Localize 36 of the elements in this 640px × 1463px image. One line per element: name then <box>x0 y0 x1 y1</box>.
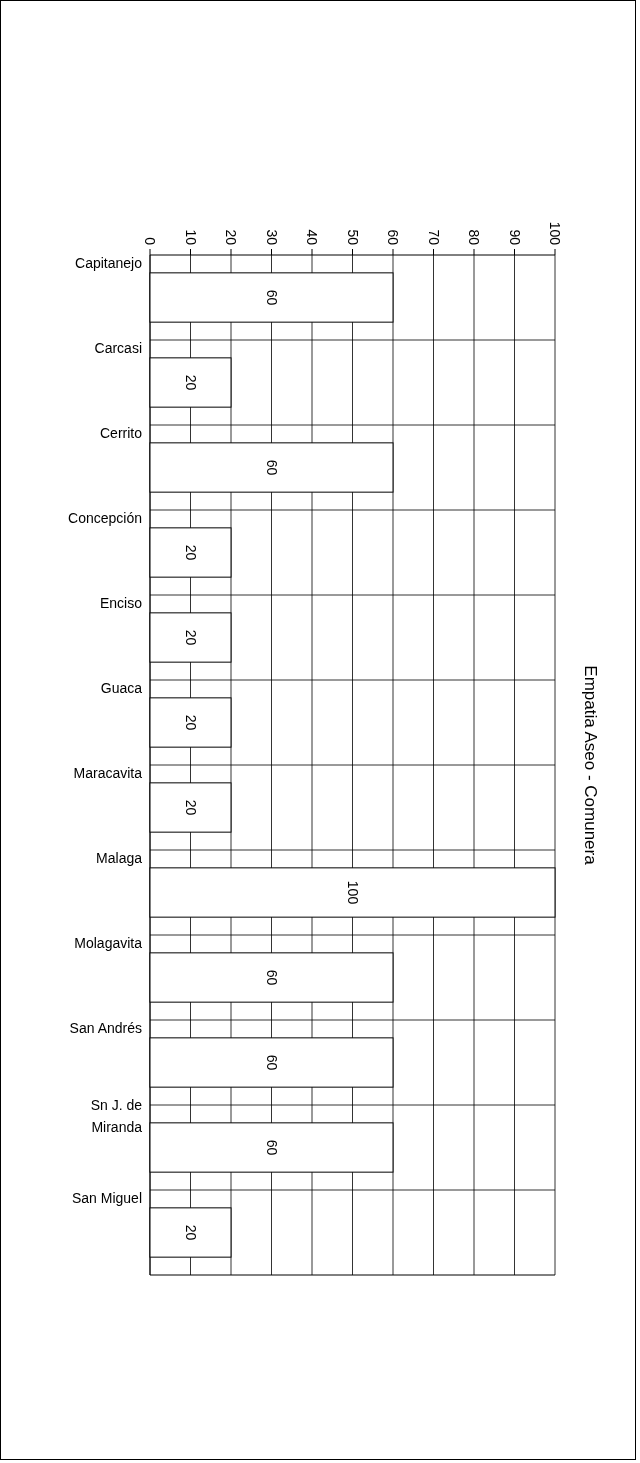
data-label: 20 <box>182 629 199 646</box>
x-tick-label: 20 <box>223 229 239 246</box>
y-tick-label: Malaga <box>96 849 143 866</box>
x-tick-label: 80 <box>466 229 482 246</box>
x-tick-label: 0 <box>142 237 158 246</box>
data-label: 20 <box>182 374 199 391</box>
x-tick-label: 30 <box>263 229 280 246</box>
y-tick-label: Enciso <box>99 594 143 611</box>
y-tick-label: San Andrés <box>69 1019 142 1036</box>
data-label: 20 <box>182 544 199 561</box>
data-label: 60 <box>263 1054 280 1071</box>
data-label: 20 <box>182 1224 199 1241</box>
x-tick-label: 90 <box>506 229 523 246</box>
data-label: 60 <box>263 969 280 986</box>
x-tick-label: 60 <box>385 229 401 246</box>
data-label: 20 <box>182 799 199 816</box>
data-label: 60 <box>263 459 280 476</box>
data-label: 20 <box>182 714 199 731</box>
y-tick-label: Concepción <box>68 509 142 526</box>
y-tick-label: Molagavita <box>74 934 143 951</box>
x-tick-label: 40 <box>304 229 320 246</box>
y-tick-label: San Miguel <box>71 1189 142 1206</box>
y-tick-label: Guaca <box>100 679 143 696</box>
x-tick-label: 50 <box>344 229 361 246</box>
data-label: 60 <box>263 1139 280 1156</box>
x-tick-label: 10 <box>182 229 199 246</box>
y-tick-label: Carcasi <box>94 339 142 356</box>
text: Empatia Aseo - Comunera <box>580 665 600 866</box>
y-tick-label: Maracavita <box>73 764 143 781</box>
y-tick-label: Sn J. de Miranda <box>90 1096 143 1135</box>
data-label: 60 <box>263 289 280 306</box>
y-tick-label: Cerrito <box>99 424 143 441</box>
data-label: 100 <box>344 880 361 905</box>
y-tick-label: Capitanejo <box>75 254 143 271</box>
x-tick-label: 70 <box>425 229 442 246</box>
x-tick-label: 100 <box>547 221 563 246</box>
